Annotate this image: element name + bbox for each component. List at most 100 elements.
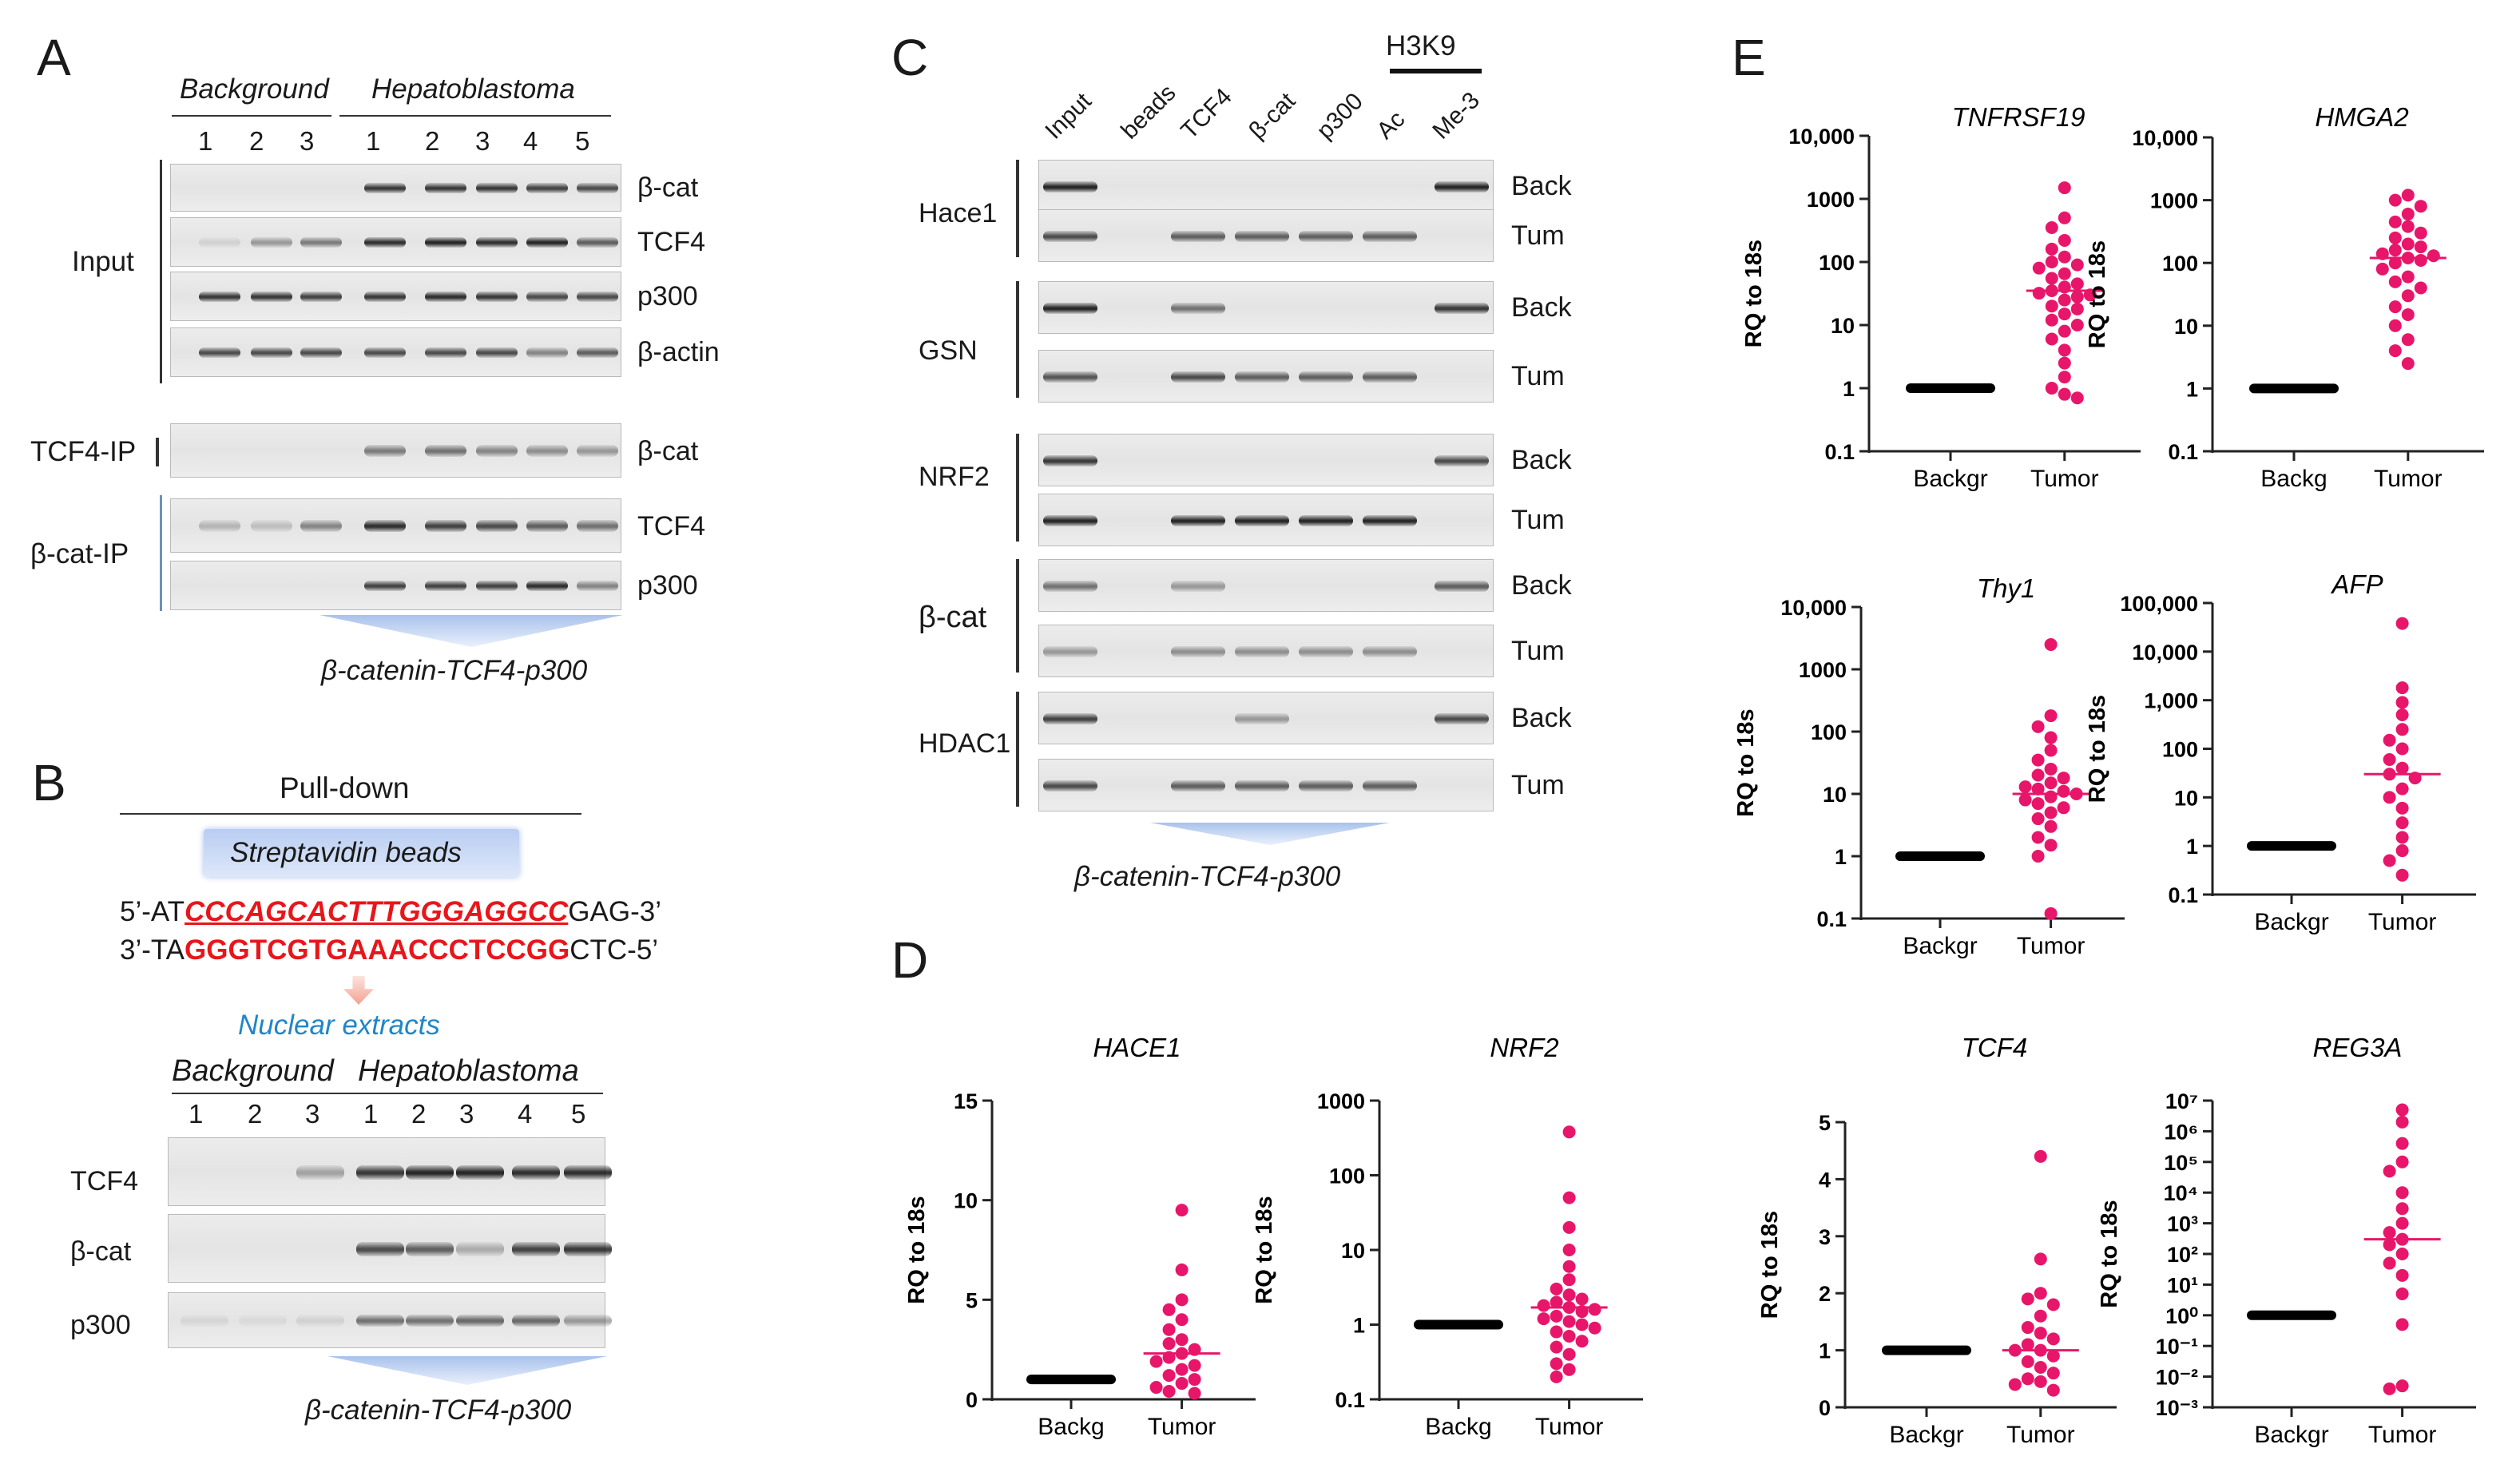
y-tick-label: 100 [2162, 252, 2198, 276]
tumor-point [1550, 1282, 1563, 1295]
panel-d-label: D [891, 931, 929, 989]
blot-a-actin [170, 327, 621, 377]
y-tick-label: 100 [1819, 251, 1855, 275]
lane-number: 2 [248, 1099, 263, 1129]
tumor-point [2388, 256, 2402, 270]
tumor-point [1550, 1370, 1563, 1383]
tumor-point [2070, 788, 2083, 800]
tumor-point [2388, 300, 2402, 314]
band [526, 347, 568, 359]
tumor-point [2045, 332, 2058, 346]
bcat-ip-bracket [160, 495, 162, 611]
tumor-point [1562, 1260, 1576, 1273]
tumor-point [2044, 806, 2058, 819]
tumor-point [1562, 1329, 1576, 1343]
y-tick-label: 10 [1831, 314, 1855, 338]
tumor-point [2388, 275, 2402, 288]
y-tick-label: 0.1 [1824, 440, 1855, 464]
band [1043, 580, 1097, 592]
y-axis-label: RQ to 18s [2085, 240, 2110, 348]
y-tick-label: 10² [2167, 1243, 2198, 1267]
complex-label-b: β-catenin-TCF4-p300 [305, 1395, 572, 1426]
y-tick-label: 10⁴ [2164, 1181, 2198, 1205]
band [577, 445, 618, 457]
tumor-point [2395, 1248, 2409, 1260]
tumor-point [1562, 1273, 1576, 1287]
lane-number: 4 [518, 1099, 533, 1129]
blot-a-ip-tcf4 [170, 498, 621, 553]
seq2-binding-site: GGGTCGTGAAACCCTCCGG [185, 934, 570, 966]
c-blot-tum [1038, 625, 1494, 677]
y-tick-label: 10,000 [1780, 596, 1847, 620]
tumor-point [2031, 812, 2045, 826]
tumor-point [2395, 761, 2409, 775]
row-label-p300: p300 [637, 281, 698, 311]
tcf4-ip-label: TCF4-IP [30, 436, 137, 467]
tumor-point [2395, 1318, 2409, 1331]
band [1235, 514, 1289, 526]
tumor-point [2395, 816, 2409, 830]
tumor-point [1550, 1357, 1563, 1371]
tumor-point [2045, 382, 2058, 395]
y-tick-label: 10,000 [2132, 641, 2198, 665]
c-label-back: Back [1511, 570, 1572, 601]
lane-number: 5 [575, 126, 590, 156]
band [526, 445, 568, 457]
band [577, 237, 618, 248]
y-tick-label: 10 [2174, 786, 2198, 810]
y-tick-label: 1,000 [2144, 689, 2198, 713]
tumor-point [1188, 1359, 1201, 1372]
b-row-label-p300: p300 [70, 1310, 131, 1340]
tumor-point [2395, 801, 2409, 815]
tumor-point [1149, 1355, 1163, 1368]
y-tick-label: 10¹ [2167, 1273, 2198, 1297]
y-tick-label: 0.1 [1816, 907, 1847, 931]
h3k9-label: H3K9 [1386, 30, 1456, 61]
c-gene-bracket [1016, 281, 1019, 398]
band [564, 1164, 612, 1180]
tumor-point [2044, 762, 2058, 776]
gradient-wedge-b [327, 1356, 607, 1385]
chart-title: NRF2 [1490, 1033, 1558, 1062]
tumor-point [1575, 1318, 1589, 1331]
panel-e-label: E [1732, 29, 1766, 86]
lane-number: 3 [300, 126, 315, 156]
y-tick-label: 2 [1819, 1282, 1831, 1306]
c-label-tum: Tum [1511, 361, 1565, 391]
tumor-point [2046, 1298, 2060, 1311]
tumor-point [2414, 253, 2427, 267]
tumor-point [2388, 344, 2402, 358]
tumor-point [2021, 1292, 2034, 1306]
band [456, 1241, 504, 1257]
lane-number: 1 [198, 126, 213, 156]
band [239, 1315, 287, 1327]
tumor-point [1550, 1309, 1563, 1323]
band [251, 520, 292, 532]
tumor-point [2383, 1164, 2396, 1178]
blot-a-bcat [170, 164, 621, 212]
band [1435, 712, 1489, 724]
c-gene-label: GSN [919, 335, 978, 366]
tumor-point [1562, 1244, 1576, 1256]
row-label-tcf4: TCF4 [637, 227, 705, 257]
tumor-point [2046, 1349, 2060, 1363]
tumor-point [1162, 1323, 1176, 1336]
band [300, 237, 342, 248]
tumor-point [2045, 272, 2058, 285]
y-axis-label: RQ to 18s [2085, 695, 2110, 803]
tumor-point [2414, 200, 2427, 213]
band [1171, 230, 1225, 242]
tumor-point [1162, 1303, 1176, 1316]
row-label-actin: β-actin [637, 337, 720, 367]
tumor-point [1162, 1351, 1176, 1364]
band [512, 1241, 560, 1257]
seq2-suffix: CTC-5’ [569, 934, 659, 966]
x-tick-label: Backg [1425, 1414, 1491, 1440]
tumor-point [2058, 307, 2071, 321]
band [364, 581, 406, 592]
c-blot-back [1038, 559, 1494, 612]
tumor-point [2046, 1367, 2060, 1380]
chart-NRF2: 0.1 1 10 100 1000 Backg Tumor NRF2 RQ to 18s [1252, 1033, 1643, 1440]
band [364, 183, 406, 193]
y-tick-label: 10⁰ [2165, 1304, 2198, 1328]
